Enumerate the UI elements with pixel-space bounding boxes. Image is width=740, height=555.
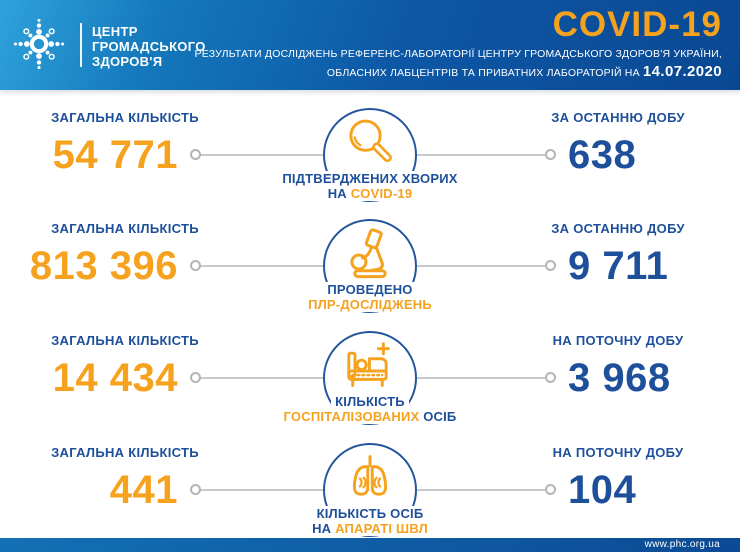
header-title-block: COVID-19 РЕЗУЛЬТАТИ ДОСЛІДЖЕНЬ РЕФЕРЕНС-… — [195, 7, 722, 83]
total-value: 813 396 — [29, 244, 178, 288]
connector-ring-left — [190, 484, 201, 495]
connector-ring-left — [190, 260, 201, 271]
caption-line-1: ПІДТВЕРДЖЕНИХ ХВОРИХ — [245, 171, 495, 186]
logo-line-2: ГРОМАДСЬКОГО — [92, 39, 206, 54]
caption-line-2: ПЛР-ДОСЛІДЖЕНЬ — [245, 297, 495, 312]
period-value: 9 711 — [568, 244, 669, 288]
total-label: ЗАГАЛЬНА КІЛЬКІСТЬ — [51, 221, 199, 236]
connector-ring-left — [190, 149, 201, 160]
caption-line-1: ПРОВЕДЕНО — [245, 282, 495, 297]
caption-line-1: КІЛЬКІСТЬ — [245, 394, 495, 409]
period-value: 638 — [568, 133, 637, 177]
logo-line-1: ЦЕНТР — [92, 24, 138, 39]
footer-url: www.phc.org.ua — [644, 539, 720, 550]
connector-ring-right — [545, 372, 556, 383]
stat-caption: КІЛЬКІСТЬ ГОСПІТАЛІЗОВАНИХ ОСІБ — [245, 394, 495, 424]
logo-wordmark: ЦЕНТР ГРОМАДСЬКОГО ЗДОРОВ'Я — [92, 24, 206, 69]
total-label: ЗАГАЛЬНА КІЛЬКІСТЬ — [51, 445, 199, 460]
period-label: НА ПОТОЧНУ ДОБУ — [552, 333, 684, 348]
period-value: 104 — [568, 468, 637, 512]
microscope-icon — [342, 227, 398, 283]
subtitle-line2-text: ОБЛАСНИХ ЛАБЦЕНТРІВ ТА ПРИВАТНИХ ЛАБОРАТ… — [326, 67, 643, 79]
header-subtitle-line1: РЕЗУЛЬТАТИ ДОСЛІДЖЕНЬ РЕФЕРЕНС-ЛАБОРАТОР… — [194, 48, 722, 60]
connector-ring-right — [545, 484, 556, 495]
hospital-bed-icon — [341, 339, 399, 393]
stat-row-hospitalized: ЗАГАЛЬНА КІЛЬКІСТЬ 14 434 НА ПОТОЧНУ ДОБ… — [0, 322, 740, 434]
footer-bar: www.phc.org.ua — [0, 538, 740, 552]
logo-divider — [80, 23, 82, 67]
caption-line-2: ГОСПІТАЛІЗОВАНИХ ОСІБ — [245, 409, 495, 424]
period-label: ЗА ОСТАННЮ ДОБУ — [551, 221, 685, 236]
period-value: 3 968 — [568, 356, 671, 400]
magnifier-icon — [343, 116, 397, 170]
connector-ring-left — [190, 372, 201, 383]
period-label: ЗА ОСТАННЮ ДОБУ — [551, 110, 685, 125]
phc-logo-icon — [13, 18, 65, 70]
covid-title: COVID-19 — [552, 5, 722, 44]
stat-row-confirmed-cases: ЗАГАЛЬНА КІЛЬКІСТЬ 54 771 ЗА ОСТАННЮ ДОБ… — [0, 99, 740, 211]
connector-ring-right — [545, 260, 556, 271]
stat-caption: КІЛЬКІСТЬ ОСІБ НА АПАРАТІ ШВЛ — [245, 506, 495, 536]
period-label: НА ПОТОЧНУ ДОБУ — [552, 445, 684, 460]
caption-line-2: НА COVID-19 — [245, 186, 495, 201]
logo-line-3: ЗДОРОВ'Я — [92, 54, 163, 69]
report-date: 14.07.2020 — [642, 63, 722, 80]
total-value: 54 771 — [52, 133, 178, 177]
total-value: 14 434 — [52, 356, 178, 400]
stat-caption: ПІДТВЕРДЖЕНИХ ХВОРИХ НА COVID-19 — [245, 171, 495, 201]
stat-row-ventilators: ЗАГАЛЬНА КІЛЬКІСТЬ 441 НА ПОТОЧНУ ДОБУ 1… — [0, 434, 740, 546]
stat-caption: ПРОВЕДЕНО ПЛР-ДОСЛІДЖЕНЬ — [245, 282, 495, 312]
total-label: ЗАГАЛЬНА КІЛЬКІСТЬ — [51, 110, 199, 125]
stat-row-pcr-tests: ЗАГАЛЬНА КІЛЬКІСТЬ 813 396 ЗА ОСТАННЮ ДО… — [0, 210, 740, 322]
connector-ring-right — [545, 149, 556, 160]
header-banner: ЦЕНТР ГРОМАДСЬКОГО ЗДОРОВ'Я COVID-19 РЕЗ… — [0, 0, 740, 90]
total-label: ЗАГАЛЬНА КІЛЬКІСТЬ — [51, 333, 199, 348]
lungs-icon — [343, 451, 397, 505]
total-value: 441 — [109, 468, 178, 512]
caption-line-2: НА АПАРАТІ ШВЛ — [245, 521, 495, 536]
caption-line-1: КІЛЬКІСТЬ ОСІБ — [245, 506, 495, 521]
header-subtitle-line2: ОБЛАСНИХ ЛАБЦЕНТРІВ ТА ПРИВАТНИХ ЛАБОРАТ… — [195, 62, 722, 83]
